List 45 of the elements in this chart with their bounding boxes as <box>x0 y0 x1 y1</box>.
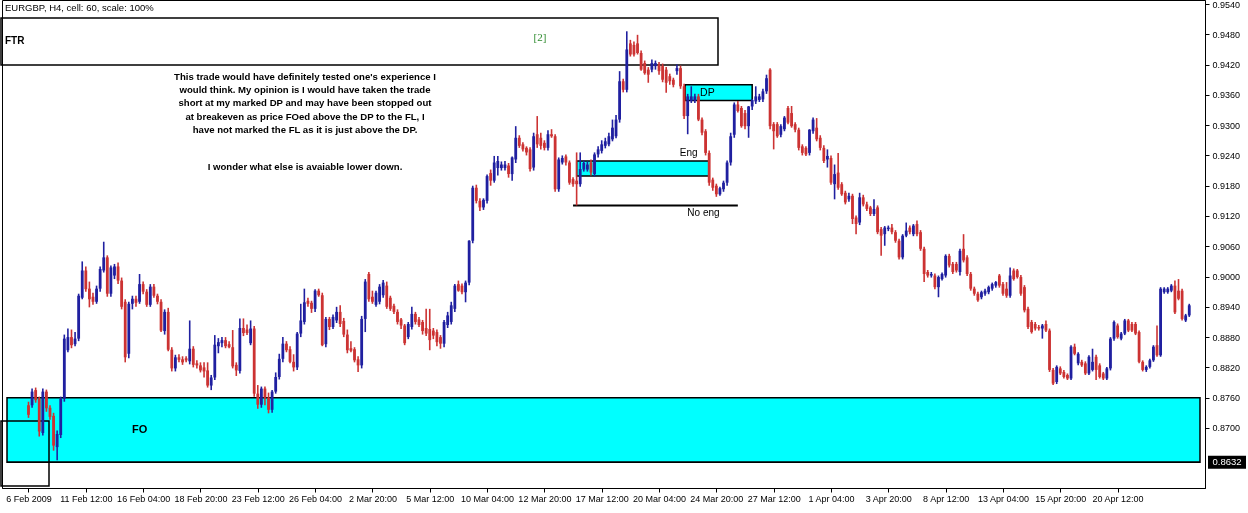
x-tick-label: 6 Feb 2009 <box>6 493 52 504</box>
y-tick-label: 0.8880 <box>1212 332 1241 343</box>
x-tick-label: 20 Apr 12:00 <box>1092 493 1144 504</box>
y-tick-label: 0.9060 <box>1212 241 1241 252</box>
x-tick-label: 16 Feb 04:00 <box>117 493 171 504</box>
x-tick-label: 11 Feb 12:00 <box>60 493 113 504</box>
ref-line-label: 0.8632 <box>1212 456 1242 468</box>
band-label: FO <box>131 422 148 435</box>
y-tick-label: 0.8820 <box>1212 362 1241 373</box>
y-tick-label: 0.9120 <box>1212 211 1241 222</box>
x-tick-label: 8 Apr 12:00 <box>923 493 970 504</box>
y-tick-label: 0.8760 <box>1212 393 1241 404</box>
x-tick-label: 3 Apr 20:00 <box>865 493 912 504</box>
x-tick-label: 24 Mar 20:00 <box>690 493 744 504</box>
chart-title: EURGBP, H4, cell: 60, scale: 100% <box>5 2 155 13</box>
x-tick-label: 13 Apr 04:00 <box>977 493 1029 504</box>
y-tick-label: 0.9480 <box>1212 29 1241 40</box>
text: FTR <box>5 35 26 46</box>
x-tick-label: 27 Mar 12:00 <box>747 493 801 504</box>
y-tick-label: 0.8700 <box>1212 423 1241 434</box>
y-tick-label: 0.9540 <box>1212 0 1241 10</box>
x-tick-label: 12 Mar 20:00 <box>518 493 572 504</box>
y-tick-label: 0.9000 <box>1212 272 1241 283</box>
x-tick-label: 18 Feb 20:00 <box>174 493 228 504</box>
x-tick-label: 2 Mar 20:00 <box>348 493 397 504</box>
x-tick-label: 26 Feb 04:00 <box>289 493 343 504</box>
x-tick-label: 17 Mar 12:00 <box>575 493 629 504</box>
y-tick-label: 0.9180 <box>1212 181 1241 192</box>
ref-line-label: No eng <box>687 207 720 219</box>
y-tick-label: 0.9360 <box>1212 90 1241 101</box>
x-tick-label: 15 Apr 20:00 <box>1035 493 1087 504</box>
annotation: This trade would have definitely tested one's experience I would think. My opinion is I would have taken the trade short at my marked DP and may have been stopped out at breakeven as price FOed above the DP to the FL, I have not marked the FL as it is just above the DP. <box>174 71 437 135</box>
x-tick-label: 5 Mar 12:00 <box>406 493 455 504</box>
y-tick-label: 0.9420 <box>1212 60 1241 71</box>
annotation: [2] <box>533 31 547 43</box>
band-label: DP <box>700 85 715 98</box>
x-tick-label: 23 Feb 12:00 <box>231 493 285 504</box>
band-label: Eng <box>679 146 698 158</box>
x-tick-label: 1 Apr 04:00 <box>808 493 855 504</box>
x-tick-label: 10 Mar 04:00 <box>461 493 515 504</box>
y-tick-label: 0.9300 <box>1212 120 1241 131</box>
y-tick-label: 0.8940 <box>1212 302 1241 313</box>
annotation: I wonder what else is avaiable lower down. <box>207 161 403 172</box>
y-tick-label: 0.9240 <box>1212 150 1241 161</box>
x-tick-label: 20 Mar 04:00 <box>633 493 687 504</box>
